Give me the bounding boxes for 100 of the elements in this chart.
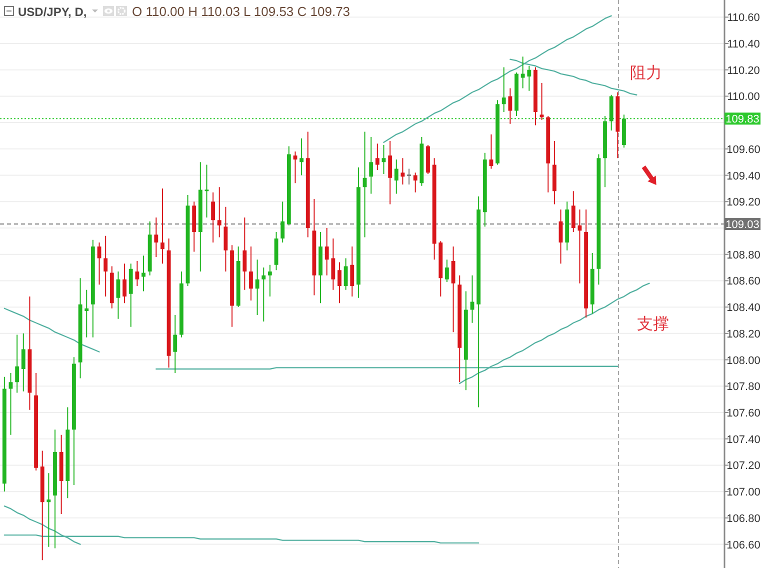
annotation: 阻力: [630, 63, 662, 82]
candlestick: [382, 144, 386, 174]
candlestick: [540, 83, 544, 120]
y-tick-label: 110.60: [727, 12, 760, 24]
y-tick-label: 106.80: [726, 512, 760, 525]
y-tick-label: 107.80: [726, 381, 760, 394]
candlestick: [104, 236, 108, 297]
candlestick: [590, 253, 594, 314]
candlestick: [66, 407, 70, 498]
candlestick: [116, 271, 120, 319]
candlestick: [578, 210, 582, 284]
candlestick: [186, 195, 190, 286]
y-tick-label: 107.00: [726, 486, 760, 499]
candlestick: [552, 141, 556, 204]
candlestick: [432, 158, 436, 260]
candlestick: [558, 210, 563, 264]
y-tick-label: 110.00: [727, 91, 760, 104]
candlestick: [128, 264, 133, 327]
candlestick: [476, 196, 481, 408]
candlestick: [362, 132, 367, 238]
y-tick-label: 109.40: [726, 170, 760, 182]
y-tick-label: 107.40: [726, 434, 760, 446]
candlestick: [90, 240, 95, 338]
candlestick: [502, 67, 506, 112]
candlestick: [40, 450, 44, 560]
candlestick: [318, 232, 322, 304]
candlestick: [413, 172, 418, 192]
candlestick: [596, 154, 601, 285]
candlestick: [217, 187, 222, 238]
candlestick: [438, 241, 443, 297]
candlestick: [400, 158, 405, 184]
candlestick: [445, 260, 449, 282]
candlestick: [242, 217, 247, 290]
chart-subtitle: O 110.00 H 110.03 L 109.53 C 109.73: [132, 4, 350, 19]
text: USD/JPY, D,: [18, 5, 87, 19]
candlestick: [350, 246, 354, 297]
candlestick: [520, 56, 525, 88]
ref-line-label: 109.83: [726, 114, 760, 126]
candlestick: [527, 66, 532, 91]
candlestick: [407, 168, 411, 184]
candlestick: [356, 167, 360, 298]
candlestick: [110, 266, 114, 308]
candlestick: [464, 291, 468, 390]
candlestick: [8, 372, 13, 435]
candlestick: [230, 245, 234, 327]
candlestick: [154, 217, 158, 257]
candlestick: [312, 199, 316, 296]
candlestick: [394, 159, 398, 194]
annotation: 支撑: [637, 314, 669, 333]
candlestick: [609, 94, 614, 130]
candlestick: [236, 246, 240, 308]
candlestick: [204, 164, 209, 218]
candlestick: [166, 238, 171, 368]
candlestick: [72, 357, 76, 485]
candlestick: [15, 334, 20, 393]
y-tick-label: 110.40: [727, 38, 760, 50]
candlestick: [53, 430, 57, 548]
y-tick-label: 108.20: [726, 328, 760, 340]
candlestick: [546, 116, 550, 192]
y-tick-label: 108.40: [726, 302, 760, 314]
candlestick: [344, 258, 348, 290]
candlestick: [331, 238, 336, 290]
candlestick: [46, 473, 51, 547]
candlestick: [603, 116, 607, 188]
candlestick: [142, 256, 146, 292]
candlestick: [274, 232, 278, 270]
candlestick: [534, 67, 538, 126]
candlestick: [514, 72, 518, 116]
y-tick-label: 109.60: [726, 144, 760, 156]
candlestick: [369, 137, 374, 194]
y-tick-label: 109.20: [726, 196, 760, 209]
y-tick-label: 107.20: [726, 460, 760, 472]
candlestick: [21, 333, 26, 392]
candlestick: [375, 144, 380, 170]
y-tick-label: 108.80: [726, 249, 760, 262]
candlestick: [280, 202, 285, 242]
candlestick: [262, 268, 266, 322]
y-tick-label: 107.60: [726, 407, 760, 420]
candlestick: [97, 242, 102, 285]
candlestick: [458, 275, 462, 382]
line-series: [4, 308, 100, 352]
candlestick: [496, 100, 500, 165]
y-tick-label: 106.60: [726, 539, 760, 552]
candlestick: [84, 290, 89, 338]
candlestick: [268, 264, 272, 297]
candlestick: [451, 246, 456, 332]
candlestick: [306, 132, 310, 238]
y-tick-label: 110.20: [727, 64, 760, 77]
candlestick: [420, 137, 424, 186]
candlestick: [59, 434, 64, 514]
y-tick-label: 108.60: [726, 276, 760, 288]
candlestick: [160, 188, 164, 264]
candlestick: [482, 152, 487, 227]
candlestick: [148, 221, 152, 276]
y-tick-label: 108.00: [726, 354, 760, 367]
candlestick: [293, 152, 298, 184]
candlestick: [211, 192, 216, 242]
candlestick: [179, 271, 184, 338]
candlestick: [255, 260, 260, 315]
candlestick: [34, 372, 38, 470]
